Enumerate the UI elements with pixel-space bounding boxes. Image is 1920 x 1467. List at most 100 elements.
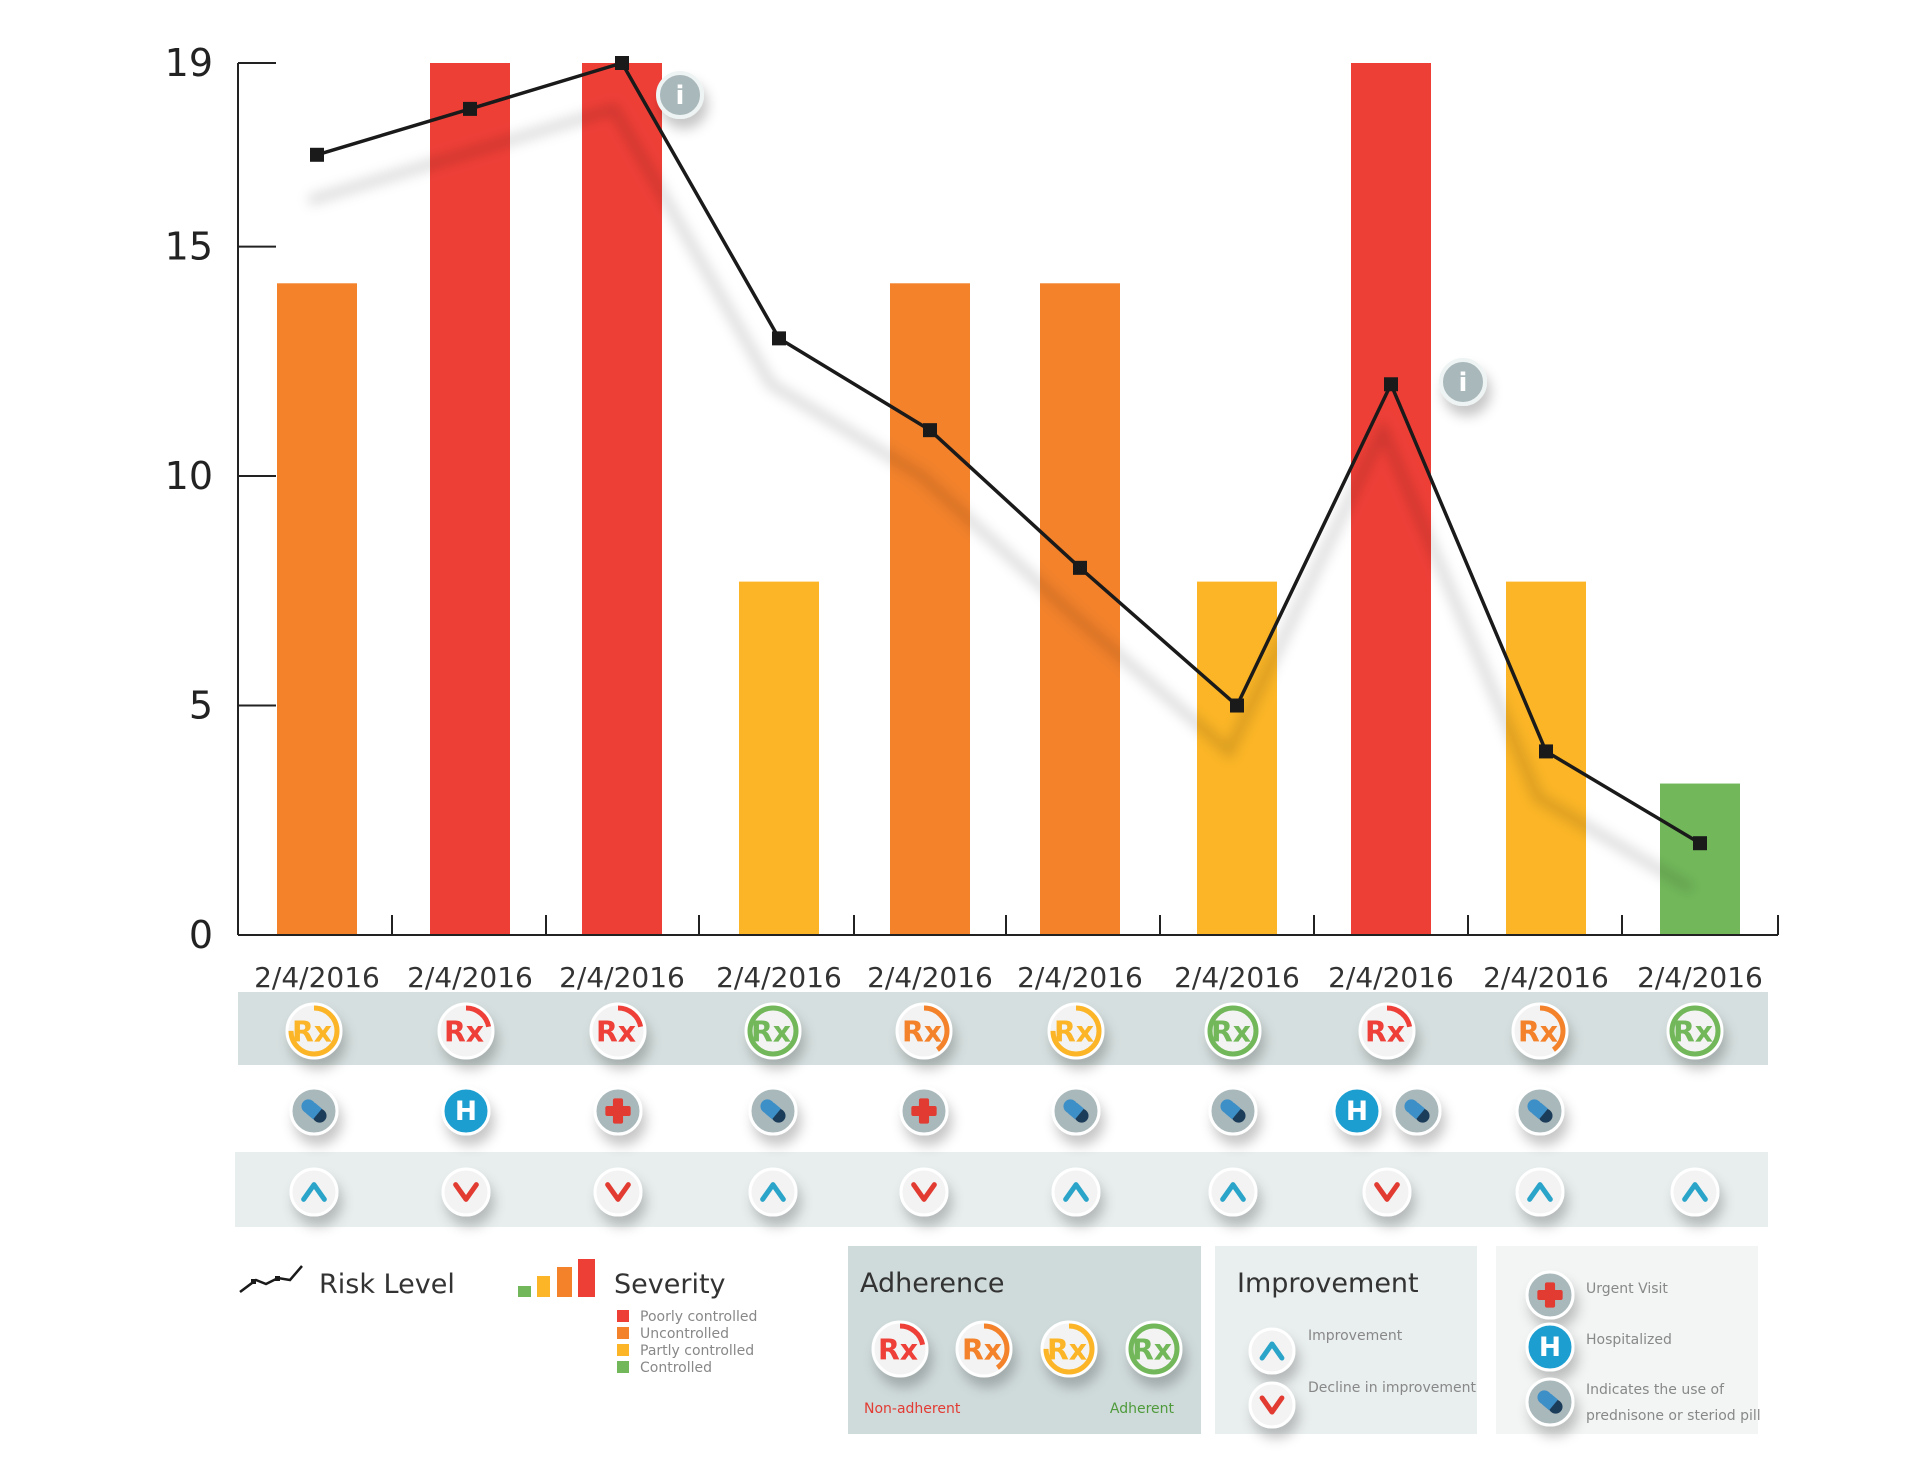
risk-point (1384, 377, 1398, 392)
risk-line (316, 61, 1701, 845)
urgent-visit-icon (1525, 1270, 1575, 1320)
rx-icon: Rx (285, 1002, 343, 1060)
rx-icon-glyph: Rx (878, 1333, 918, 1366)
trend-chevron (1259, 1341, 1285, 1361)
risk-point (615, 56, 629, 70)
chevron-down-icon (1362, 1167, 1412, 1217)
severity-item-label: Poorly controlled (640, 1309, 757, 1325)
pill-icon (1208, 1086, 1258, 1136)
urgent-cross-h (1537, 1289, 1563, 1301)
rx-icon-ring (1050, 1005, 1102, 1057)
pill-capsule (760, 1099, 786, 1123)
rx-icon-glyph: Rx (1054, 1015, 1094, 1048)
rx-icon-glyph: Rx (902, 1015, 942, 1048)
risk-point (1693, 836, 1707, 851)
rx-icon: Rx (1204, 1002, 1262, 1060)
status-rows: Rx Rx Rx Rx Rx Rx Rx Rx Rx Rx H H (285, 1002, 1724, 1217)
chevron-up-icon (1515, 1167, 1565, 1217)
pill-middle (1532, 1102, 1548, 1120)
trend-icon-bg (1248, 1327, 1296, 1375)
trend-icon-bg (1670, 1167, 1720, 1217)
rx-icon-bg (1040, 1320, 1098, 1378)
info-icon: i (656, 71, 704, 119)
trend-chevron (1527, 1182, 1553, 1202)
severity-swatch (617, 1310, 629, 1322)
trend-icon-bg (289, 1167, 339, 1217)
trend-icon-bg (1362, 1167, 1412, 1217)
legend-adherence: Adherence Rx Rx Rx Rx Non-adherent Adherent (860, 1268, 1183, 1417)
trend-row-band (235, 1152, 1768, 1227)
risk-legend-marker (251, 1279, 256, 1284)
pill-icon (748, 1086, 798, 1136)
hospital-icon-bg (1332, 1086, 1382, 1136)
trend-icon-bg (1208, 1167, 1258, 1217)
legend-severity-title: Severity (614, 1269, 726, 1300)
legend-improvement: Improvement Improvement Decline in impro… (1237, 1268, 1476, 1429)
risk-line-group (310, 56, 1707, 851)
trend-icon-bg (1515, 1167, 1565, 1217)
rx-icon-ring (898, 1005, 950, 1057)
pill-capsule (1527, 1099, 1553, 1123)
risk-line-legend-icon (239, 1265, 303, 1293)
trend-icon-bg (593, 1167, 643, 1217)
legend-events: H Urgent Visit Hospitalized Indicates th… (1525, 1270, 1761, 1427)
hospital-icon: H (1525, 1322, 1575, 1372)
x-tick-label: 2/4/2016 (407, 961, 533, 994)
risk-point (772, 331, 786, 346)
pill-icon (1515, 1086, 1565, 1136)
rx-icon-bg (285, 1002, 343, 1060)
severity-item-label: Partly controlled (640, 1343, 754, 1359)
rx-icon-glyph: Rx (1211, 1015, 1251, 1048)
legend-risk-label: Risk Level (319, 1269, 455, 1300)
trend-chevron (1063, 1182, 1089, 1202)
rx-icon-bg (1666, 1002, 1724, 1060)
adherence-legend-icons: Rx Rx Rx Rx (871, 1320, 1183, 1378)
bar-uncontrolled (277, 283, 357, 935)
non-adherent-label: Non-adherent (864, 1401, 961, 1417)
trend-chevron (453, 1182, 479, 1202)
rx-icon-ring (1361, 1005, 1413, 1057)
pill-icon (1051, 1086, 1101, 1136)
x-tick-label: 2/4/2016 (559, 961, 685, 994)
rx-icon-ring (440, 1005, 492, 1057)
risk-point (310, 147, 324, 162)
pill-capsule (1063, 1099, 1089, 1123)
rx-icon-bg (871, 1320, 929, 1378)
bar-poorly (430, 63, 510, 935)
pill-capsule (1220, 1099, 1246, 1123)
urgent-cross-h (605, 1105, 631, 1117)
severity-swatch (617, 1327, 629, 1339)
trend-chevron (911, 1182, 937, 1202)
rx-icon-ring (1669, 1005, 1721, 1057)
urgent-cross-h (911, 1105, 937, 1117)
chevron-up-icon (1248, 1327, 1296, 1375)
x-tick-label: 2/4/2016 (716, 961, 842, 994)
chevron-up-icon (1670, 1167, 1720, 1217)
rx-icon-glyph: Rx (1132, 1333, 1172, 1366)
info-icon-circle (656, 71, 704, 119)
chevron-up-icon (748, 1167, 798, 1217)
rx-icon-ring (747, 1005, 799, 1057)
pill-middle (1225, 1102, 1241, 1120)
pill-capsule (1404, 1099, 1430, 1123)
axes-group: 0 5 10 15 19 (165, 41, 1779, 957)
severity-swatch (617, 1361, 629, 1373)
chevron-up-icon (289, 1167, 339, 1217)
x-tick-label: 2/4/2016 (254, 961, 380, 994)
rx-icon-glyph: Rx (596, 1015, 636, 1048)
pill-legend-label-line2: prednisone or steriod pill (1586, 1408, 1761, 1424)
rx-icon: Rx (1511, 1002, 1569, 1060)
hospital-icon: H (441, 1086, 491, 1136)
risk-point (1230, 698, 1244, 713)
pill-middle (1068, 1102, 1084, 1120)
rx-icon-glyph: Rx (444, 1015, 484, 1048)
urgent-visit-icon (899, 1086, 949, 1136)
x-tick-labels: 2/4/2016 2/4/2016 2/4/2016 2/4/2016 2/4/2016… (254, 961, 1763, 994)
rx-icon: Rx (744, 1002, 802, 1060)
adherent-label: Adherent (1110, 1401, 1175, 1417)
severity-bars-icon (557, 1267, 572, 1297)
rx-icon-bg (437, 1002, 495, 1060)
severity-bars-icon (518, 1286, 531, 1297)
y-tick-label: 0 (189, 913, 213, 957)
trend-chevron (301, 1182, 327, 1202)
